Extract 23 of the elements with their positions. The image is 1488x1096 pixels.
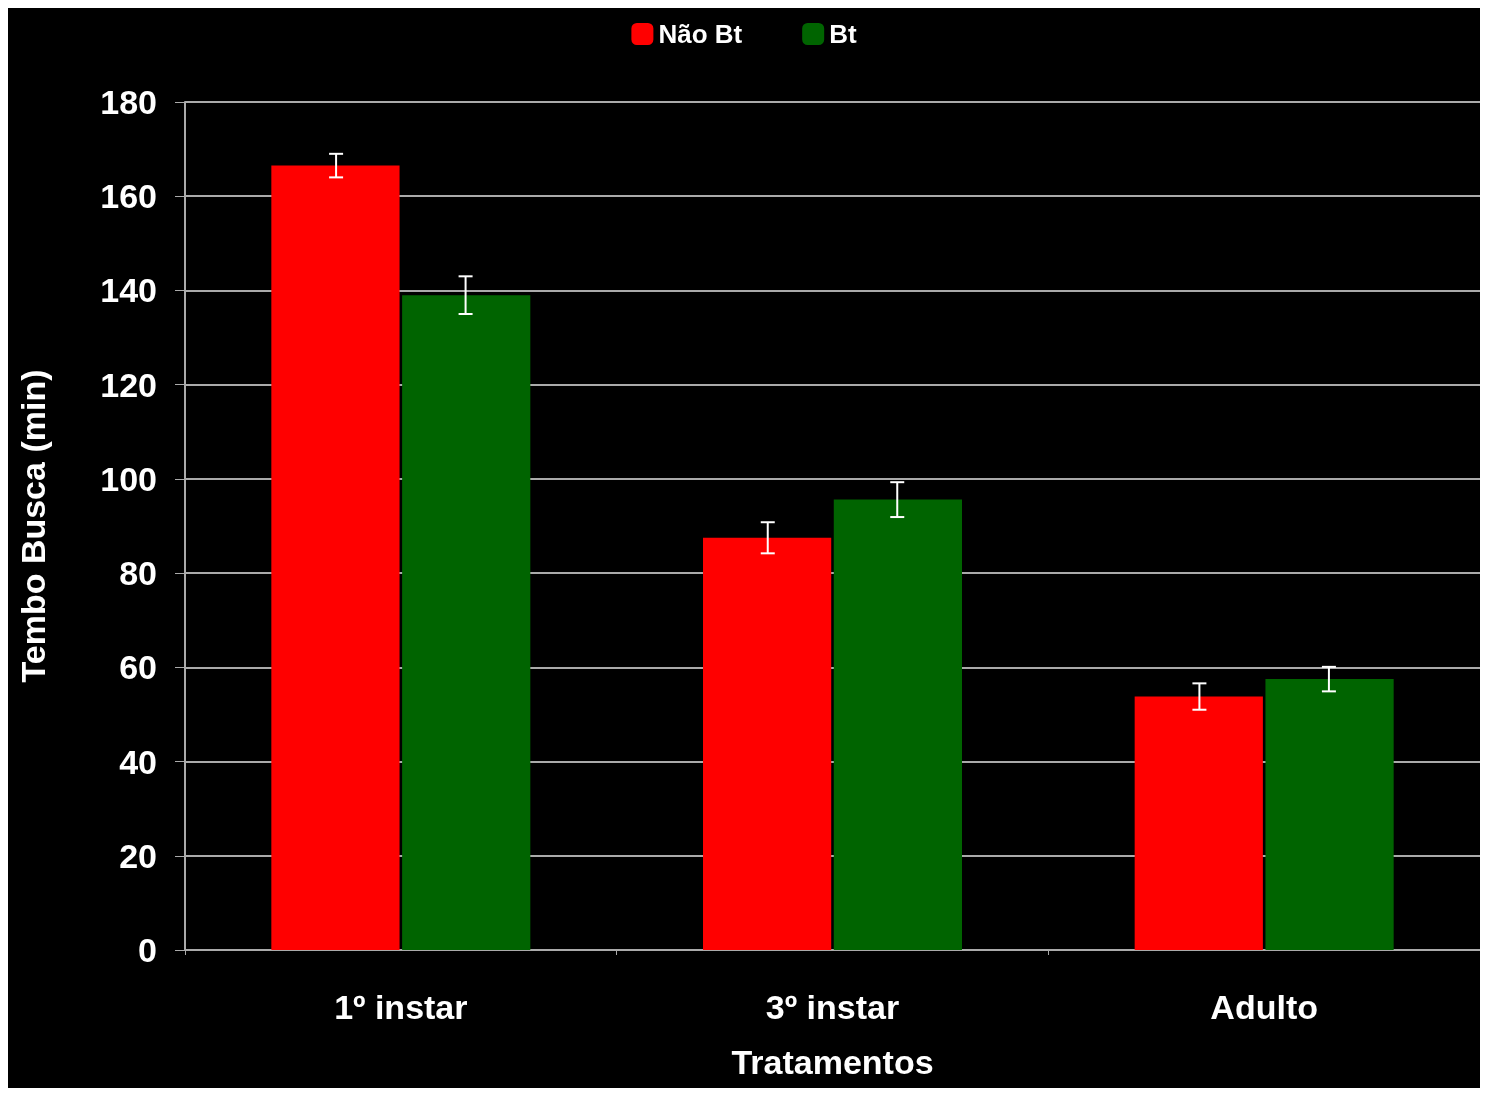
x-axis-title: Tratamentos: [731, 1043, 934, 1081]
y-tick-label: 140: [100, 271, 157, 310]
bar: [402, 295, 531, 950]
y-tick-label: 160: [100, 177, 157, 216]
y-tick-label: 0: [138, 931, 157, 969]
legend-label: Bt: [829, 19, 857, 49]
x-tick-label: 1º instar: [334, 988, 468, 1026]
bar: [1265, 679, 1394, 950]
bar: [703, 537, 832, 950]
y-tick-label: 100: [100, 459, 157, 498]
y-tick-label: 60: [119, 648, 157, 687]
bar: [833, 499, 962, 950]
bar: [1134, 696, 1263, 950]
x-tick-label: 3º instar: [765, 988, 900, 1026]
y-axis-title: Tembo Busca (min): [14, 369, 52, 683]
bar: [271, 165, 400, 950]
y-tick-label: 80: [119, 554, 157, 593]
y-tick-label: 120: [100, 365, 157, 404]
x-tick-label: Adulto: [1210, 988, 1318, 1026]
y-tick-label: 40: [119, 742, 157, 781]
y-tick-label: 20: [119, 836, 157, 875]
legend-label: Não Bt: [658, 19, 743, 49]
y-tick-label: 180: [100, 83, 157, 121]
